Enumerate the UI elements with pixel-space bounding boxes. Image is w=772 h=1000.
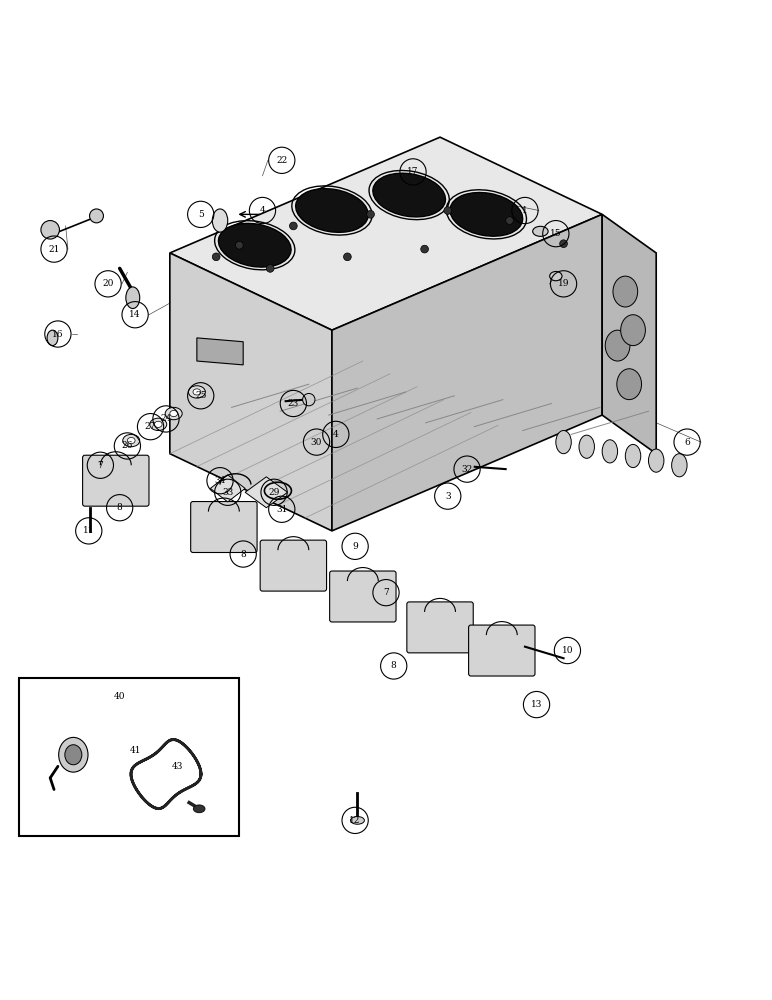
Text: 13: 13 [531, 700, 542, 709]
Text: 26: 26 [122, 441, 133, 450]
Circle shape [421, 245, 428, 253]
Text: 25: 25 [195, 391, 206, 400]
Ellipse shape [550, 271, 562, 281]
Text: 8: 8 [240, 550, 246, 559]
Ellipse shape [127, 437, 135, 444]
Text: 30: 30 [311, 438, 322, 447]
Text: 20: 20 [103, 279, 113, 288]
Ellipse shape [579, 435, 594, 458]
Ellipse shape [165, 407, 182, 420]
Text: 14: 14 [130, 310, 141, 319]
Ellipse shape [65, 745, 82, 765]
Circle shape [212, 253, 220, 261]
Text: 8: 8 [391, 661, 397, 670]
Text: 10: 10 [562, 646, 573, 655]
Text: 22: 22 [276, 156, 287, 165]
Circle shape [90, 209, 103, 223]
Text: 29: 29 [269, 488, 279, 497]
Ellipse shape [188, 386, 205, 398]
Circle shape [344, 253, 351, 261]
Ellipse shape [350, 817, 364, 824]
Ellipse shape [556, 431, 571, 454]
Ellipse shape [613, 276, 638, 307]
Circle shape [266, 265, 274, 272]
Circle shape [537, 227, 544, 235]
FancyBboxPatch shape [407, 602, 473, 653]
Polygon shape [332, 214, 602, 531]
Text: 33: 33 [222, 488, 233, 497]
Circle shape [235, 241, 243, 249]
Ellipse shape [296, 189, 368, 232]
Text: 3: 3 [445, 492, 451, 501]
Polygon shape [245, 477, 287, 508]
Text: 42: 42 [64, 743, 75, 752]
Ellipse shape [625, 444, 641, 468]
Circle shape [560, 240, 567, 248]
Text: 7: 7 [383, 588, 389, 597]
Text: 8: 8 [117, 503, 123, 512]
Text: 4: 4 [259, 206, 266, 215]
Ellipse shape [672, 454, 687, 477]
Text: 40: 40 [114, 692, 125, 701]
Text: 34: 34 [215, 476, 225, 485]
Circle shape [367, 211, 374, 218]
Text: 11: 11 [83, 526, 94, 535]
Ellipse shape [193, 805, 205, 813]
Ellipse shape [450, 193, 523, 236]
Text: 41: 41 [130, 746, 141, 755]
Ellipse shape [373, 173, 445, 217]
Ellipse shape [126, 287, 140, 309]
Text: 43: 43 [172, 762, 183, 771]
Ellipse shape [648, 449, 664, 472]
Text: 12: 12 [350, 816, 361, 825]
Ellipse shape [47, 330, 58, 346]
Polygon shape [170, 137, 602, 330]
Text: 24: 24 [161, 414, 171, 423]
Text: 7: 7 [97, 461, 103, 470]
FancyBboxPatch shape [330, 571, 396, 622]
Polygon shape [197, 338, 243, 365]
Polygon shape [602, 214, 656, 454]
FancyBboxPatch shape [83, 455, 149, 506]
FancyBboxPatch shape [19, 678, 239, 836]
Ellipse shape [59, 737, 88, 772]
Circle shape [290, 222, 297, 230]
Ellipse shape [123, 434, 140, 447]
Text: 21: 21 [49, 245, 59, 254]
Text: 17: 17 [408, 167, 418, 176]
Text: 15: 15 [550, 229, 562, 238]
Ellipse shape [212, 209, 228, 232]
Ellipse shape [150, 418, 167, 431]
Ellipse shape [605, 330, 630, 361]
Text: 5: 5 [198, 210, 204, 219]
Ellipse shape [218, 223, 291, 267]
Text: 32: 32 [462, 465, 472, 474]
Text: 23: 23 [288, 399, 299, 408]
Ellipse shape [154, 421, 162, 427]
Ellipse shape [602, 440, 618, 463]
Circle shape [41, 221, 59, 239]
Text: 4: 4 [333, 430, 339, 439]
Circle shape [506, 217, 513, 224]
FancyBboxPatch shape [260, 540, 327, 591]
Text: 6: 6 [684, 438, 690, 447]
Circle shape [303, 393, 315, 406]
Ellipse shape [193, 389, 201, 395]
Text: 19: 19 [558, 279, 569, 288]
Text: 27: 27 [145, 422, 156, 431]
Ellipse shape [617, 369, 642, 400]
Circle shape [444, 207, 452, 214]
Polygon shape [170, 253, 332, 531]
Ellipse shape [621, 315, 645, 346]
Ellipse shape [533, 226, 548, 236]
FancyBboxPatch shape [191, 502, 257, 552]
Polygon shape [210, 475, 245, 502]
Text: 1: 1 [522, 206, 528, 215]
Text: 31: 31 [276, 505, 287, 514]
Text: 9: 9 [352, 542, 358, 551]
Text: 16: 16 [52, 330, 63, 339]
FancyBboxPatch shape [469, 625, 535, 676]
Ellipse shape [170, 410, 178, 417]
